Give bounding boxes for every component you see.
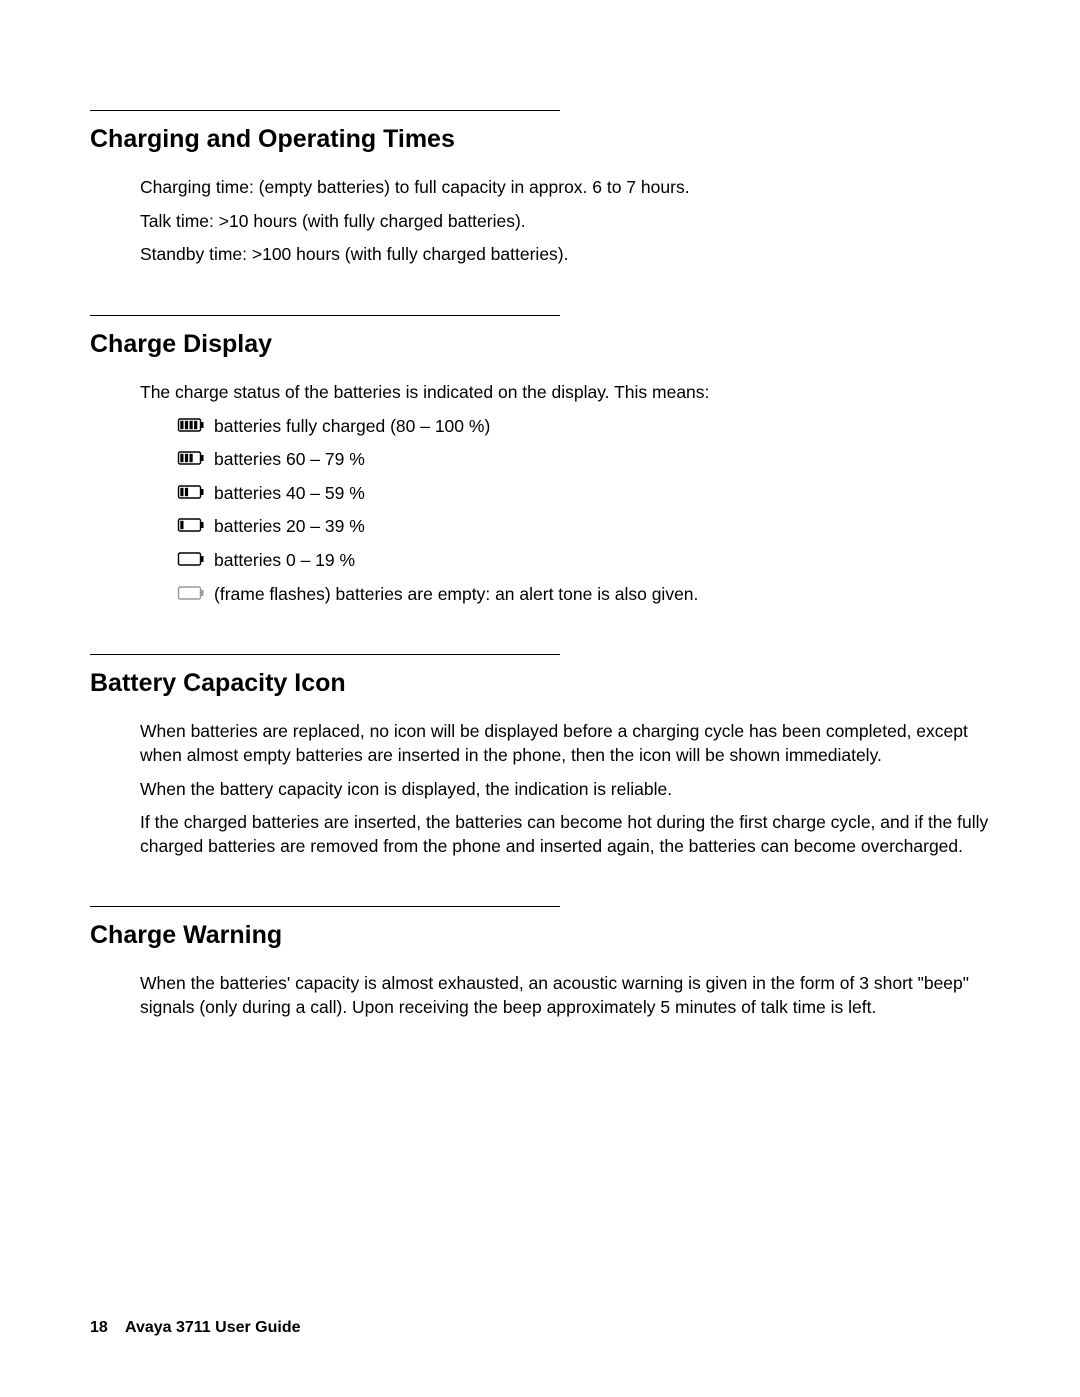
battery-level-text: batteries 40 – 59 % (214, 482, 365, 506)
battery-icon (178, 482, 204, 506)
paragraph: When batteries are replaced, no icon wil… (140, 720, 990, 767)
battery-icon (178, 515, 204, 539)
paragraph: Charging time: (empty batteries) to full… (140, 176, 990, 200)
battery-icon (178, 549, 204, 573)
paragraph: The charge status of the batteries is in… (140, 381, 990, 405)
paragraph: Standby time: >100 hours (with fully cha… (140, 243, 990, 267)
battery-level-item: batteries 60 – 79 % (178, 448, 990, 472)
section-charge-warning: Charge Warning When the batteries' capac… (90, 906, 990, 1019)
section-charging-times: Charging and Operating Times Charging ti… (90, 110, 990, 267)
section-body: The charge status of the batteries is in… (90, 381, 990, 606)
paragraph: When the batteries' capacity is almost e… (140, 972, 990, 1019)
section-battery-capacity-icon: Battery Capacity Icon When batteries are… (90, 654, 990, 858)
battery-level-list: batteries fully charged (80 – 100 %) bat… (140, 415, 990, 607)
section-heading: Charge Warning (90, 921, 990, 950)
page-footer: 18 Avaya 3711 User Guide (90, 1319, 301, 1337)
battery-level-text: batteries 0 – 19 % (214, 549, 355, 573)
battery-level-item: batteries 0 – 19 % (178, 549, 990, 573)
battery-level-item: batteries 20 – 39 % (178, 515, 990, 539)
paragraph: When the battery capacity icon is displa… (140, 778, 990, 802)
section-body: When batteries are replaced, no icon wil… (90, 720, 990, 858)
section-rule (90, 654, 560, 655)
doc-title: Avaya 3711 User Guide (125, 1319, 301, 1336)
section-charge-display: Charge Display The charge status of the … (90, 315, 990, 606)
battery-level-text: batteries 20 – 39 % (214, 515, 365, 539)
section-body: When the batteries' capacity is almost e… (90, 972, 990, 1019)
battery-level-item: batteries 40 – 59 % (178, 482, 990, 506)
section-body: Charging time: (empty batteries) to full… (90, 176, 990, 267)
battery-icon (178, 415, 204, 439)
battery-icon (178, 583, 204, 607)
battery-level-item: (frame flashes) batteries are empty: an … (178, 583, 990, 607)
section-heading: Charging and Operating Times (90, 125, 990, 154)
section-heading: Battery Capacity Icon (90, 669, 990, 698)
battery-level-text: (frame flashes) batteries are empty: an … (214, 583, 698, 607)
section-rule (90, 906, 560, 907)
battery-level-text: batteries 60 – 79 % (214, 448, 365, 472)
paragraph: If the charged batteries are inserted, t… (140, 811, 990, 858)
battery-level-text: batteries fully charged (80 – 100 %) (214, 415, 490, 439)
battery-level-item: batteries fully charged (80 – 100 %) (178, 415, 990, 439)
section-heading: Charge Display (90, 330, 990, 359)
page-number: 18 (90, 1319, 108, 1336)
section-rule (90, 315, 560, 316)
battery-icon (178, 448, 204, 472)
section-rule (90, 110, 560, 111)
paragraph: Talk time: >10 hours (with fully charged… (140, 210, 990, 234)
